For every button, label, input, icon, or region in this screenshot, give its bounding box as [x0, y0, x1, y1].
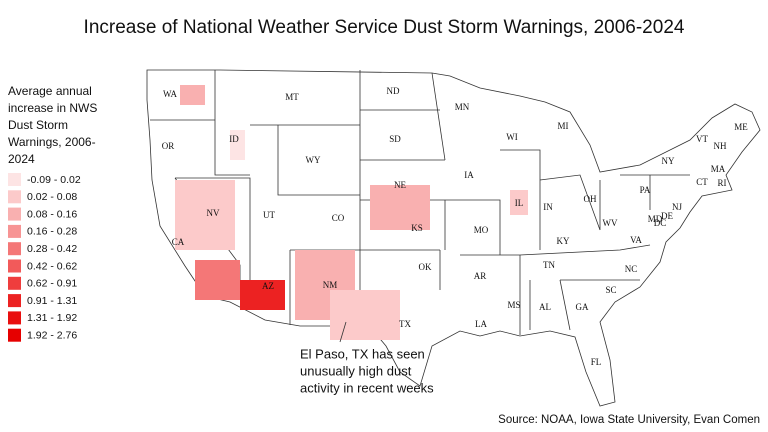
map-title: Increase of National Weather Service Dus… [84, 17, 685, 38]
state-label: OR [162, 141, 175, 151]
state-label: NE [394, 180, 406, 190]
legend: Average annual increase in NWS Dust Storm W… [8, 84, 97, 342]
state-label: MI [558, 121, 569, 131]
state-label: MO [474, 225, 489, 235]
legend-title: increase in NWS [8, 101, 97, 115]
state-label: VA [630, 235, 642, 245]
state-label: TX [399, 319, 411, 329]
state-label: NY [662, 156, 675, 166]
state-label: KS [411, 223, 423, 233]
state-label: NJ [672, 202, 682, 212]
annotation-text: unusually high dust [300, 363, 412, 378]
state-label: DC [654, 218, 667, 228]
source: Source: NOAA, Iowa State University, Eva… [498, 414, 760, 426]
legend-swatch [8, 311, 21, 325]
legend-label: 0.62 - 0.91 [27, 278, 77, 290]
state-label: MT [285, 92, 299, 102]
state-label: UT [263, 210, 275, 220]
state-label: MA [711, 164, 726, 174]
state-label: NC [625, 264, 638, 274]
state-label: SC [605, 285, 616, 295]
warning-shading [175, 85, 528, 340]
legend-title: Dust Storm [8, 118, 68, 132]
state-label: ND [387, 86, 400, 96]
state-label: CO [332, 213, 345, 223]
state-label: WI [506, 132, 518, 142]
state-label: PA [640, 185, 651, 195]
legend-label: 0.42 - 0.62 [27, 260, 77, 272]
legend-swatch [8, 173, 21, 186]
state-borders [150, 70, 690, 335]
state-label: IA [464, 170, 474, 180]
legend-swatch [8, 190, 21, 204]
state-label: SD [389, 134, 401, 144]
annotation-text: El Paso, TX has seen [300, 346, 425, 361]
legend-swatch [8, 242, 21, 256]
legend-label: 0.08 - 0.16 [27, 208, 77, 220]
state-label: AZ [262, 281, 274, 291]
legend-swatch [8, 259, 21, 273]
state-label: IN [543, 202, 553, 212]
annotation-leader [339, 321, 347, 343]
legend-label: 1.92 - 2.76 [27, 329, 77, 341]
state-label: RI [718, 178, 727, 188]
state-label: NH [714, 141, 727, 151]
state-label: MD [648, 214, 663, 224]
us-outline [146, 69, 761, 407]
state-label: FL [591, 357, 602, 367]
legend-title: 2024 [8, 152, 35, 166]
legend-swatch [8, 328, 21, 342]
legend-swatch [8, 276, 21, 290]
state-label: ME [734, 122, 748, 132]
state-label: MS [507, 300, 520, 310]
state-label: IL [515, 198, 524, 208]
state-label: OH [584, 194, 597, 204]
state-label: WY [306, 155, 321, 165]
state-label: KY [557, 236, 570, 246]
state-label: ID [229, 134, 239, 144]
state-label: TN [543, 260, 555, 270]
state-label: NM [323, 280, 338, 290]
state-label: MN [455, 102, 470, 112]
state-label: WV [603, 218, 618, 228]
state-label: AL [539, 302, 551, 312]
state-label: LA [475, 319, 487, 329]
legend-title: Warnings, 2006- [8, 135, 96, 149]
legend-label: 0.16 - 0.28 [27, 226, 77, 238]
state-label: CA [172, 237, 185, 247]
legend-title: Average annual [8, 84, 92, 98]
legend-swatch [8, 207, 21, 221]
state-label: VT [696, 134, 708, 144]
state-label: GA [576, 302, 589, 312]
annotation-text: activity in recent weeks [300, 380, 434, 395]
state-label: DE [661, 211, 673, 221]
legend-swatch [8, 224, 21, 238]
legend-label: 0.02 - 0.08 [27, 191, 77, 203]
legend-label: -0.09 - 0.02 [27, 174, 81, 186]
state-label: OK [419, 262, 432, 272]
legend-label: 0.28 - 0.42 [27, 243, 77, 255]
annotation: El Paso, TX has seen unusually high dust a… [300, 346, 434, 395]
state-label: NV [207, 208, 220, 218]
state-label: CT [696, 177, 708, 187]
state-label: AR [474, 271, 487, 281]
legend-label: 1.31 - 1.92 [27, 312, 77, 324]
legend-swatch [8, 294, 21, 308]
state-label: WA [163, 89, 177, 99]
legend-label: 0.91 - 1.31 [27, 295, 77, 307]
us-map: WA OR CA ID NV MT WY UT AZ CO NM ND SD NE KS OK TX MN IA MO… [146, 69, 761, 407]
